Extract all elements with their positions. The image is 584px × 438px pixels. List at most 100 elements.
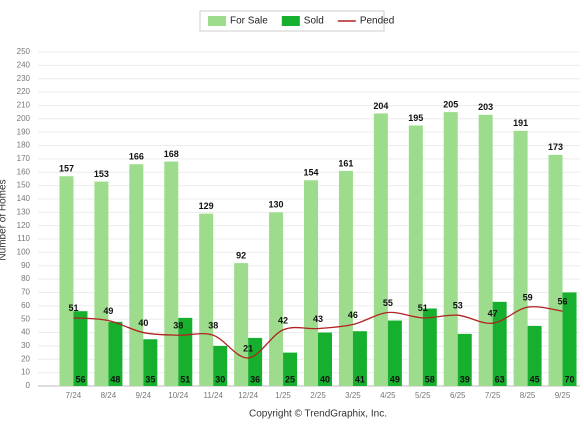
bar bbox=[457, 333, 472, 386]
bar bbox=[387, 320, 402, 386]
value-label: 47 bbox=[488, 309, 498, 319]
bar bbox=[129, 164, 144, 386]
value-label: 55 bbox=[383, 298, 393, 308]
value-label: 56 bbox=[558, 297, 568, 307]
y-tick-label: 210 bbox=[17, 101, 31, 110]
value-label: 39 bbox=[460, 374, 470, 384]
x-tick-label: 11/24 bbox=[203, 391, 223, 400]
bar bbox=[478, 114, 493, 387]
value-label: 42 bbox=[278, 315, 288, 325]
value-label: 38 bbox=[173, 321, 183, 331]
bar bbox=[352, 331, 367, 386]
x-tick-label: 7/24 bbox=[66, 391, 82, 400]
bar bbox=[527, 325, 542, 386]
value-label: 161 bbox=[338, 158, 353, 168]
value-label: 25 bbox=[285, 374, 295, 384]
x-tick-label: 8/24 bbox=[101, 391, 117, 400]
value-label: 204 bbox=[373, 101, 388, 111]
legend-label: Sold bbox=[304, 16, 324, 27]
bar bbox=[199, 213, 214, 386]
value-label: 92 bbox=[236, 250, 246, 260]
value-label: 166 bbox=[129, 152, 144, 162]
bar bbox=[318, 332, 332, 386]
bar bbox=[73, 311, 88, 386]
bar bbox=[304, 180, 318, 386]
value-label: 191 bbox=[513, 118, 528, 128]
y-tick-label: 100 bbox=[17, 248, 31, 257]
value-label: 36 bbox=[250, 374, 260, 384]
bar bbox=[213, 345, 228, 386]
value-label: 49 bbox=[103, 306, 113, 316]
legend-swatch bbox=[281, 16, 300, 26]
y-tick-label: 110 bbox=[17, 234, 30, 243]
y-tick-label: 80 bbox=[21, 274, 30, 283]
value-label: 63 bbox=[495, 374, 505, 384]
y-tick-label: 230 bbox=[17, 74, 31, 83]
value-label: 21 bbox=[243, 343, 253, 353]
y-tick-label: 50 bbox=[21, 314, 30, 323]
bar bbox=[422, 308, 437, 386]
bar bbox=[143, 339, 158, 386]
bar bbox=[234, 263, 249, 386]
value-label: 35 bbox=[145, 374, 155, 384]
value-label: 40 bbox=[320, 374, 330, 384]
y-tick-label: 40 bbox=[21, 328, 30, 337]
value-label: 40 bbox=[138, 318, 148, 328]
y-tick-label: 160 bbox=[17, 167, 31, 176]
y-tick-label: 220 bbox=[17, 87, 31, 96]
value-label: 154 bbox=[303, 168, 318, 178]
x-tick-label: 4/25 bbox=[380, 391, 396, 400]
bar bbox=[248, 337, 263, 386]
legend-label: Pended bbox=[360, 16, 394, 27]
y-tick-label: 250 bbox=[17, 47, 31, 56]
bar bbox=[59, 176, 74, 386]
y-tick-label: 180 bbox=[17, 141, 31, 150]
value-label: 157 bbox=[59, 164, 74, 174]
value-label: 38 bbox=[208, 321, 218, 331]
value-label: 51 bbox=[68, 303, 78, 313]
x-tick-label: 9/24 bbox=[136, 391, 152, 400]
value-label: 70 bbox=[565, 374, 575, 384]
bar bbox=[283, 352, 298, 386]
x-tick-label: 6/25 bbox=[450, 391, 466, 400]
y-tick-label: 240 bbox=[17, 60, 31, 69]
y-tick-label: 90 bbox=[21, 261, 30, 270]
value-label: 46 bbox=[348, 310, 358, 320]
bar bbox=[269, 212, 284, 386]
y-tick-label: 200 bbox=[17, 114, 31, 123]
x-tick-label: 1/25 bbox=[275, 391, 291, 400]
x-tick-label: 7/25 bbox=[485, 391, 501, 400]
x-tick-label: 5/25 bbox=[415, 391, 431, 400]
bar bbox=[443, 112, 458, 387]
x-tick-label: 8/25 bbox=[520, 391, 536, 400]
value-label: 58 bbox=[425, 374, 435, 384]
legend-swatch bbox=[208, 16, 226, 26]
value-label: 51 bbox=[418, 303, 428, 313]
y-tick-label: 70 bbox=[21, 288, 30, 297]
x-tick-label: 10/24 bbox=[168, 391, 189, 400]
y-tick-label: 20 bbox=[21, 354, 30, 363]
value-label: 53 bbox=[453, 301, 463, 311]
y-tick-label: 190 bbox=[17, 127, 31, 136]
y-tick-label: 60 bbox=[21, 301, 30, 310]
footer: Copyright © TrendGraphix, Inc. bbox=[249, 409, 387, 420]
y-tick-label: 0 bbox=[26, 381, 31, 390]
value-label: 205 bbox=[443, 99, 458, 109]
value-label: 173 bbox=[548, 142, 563, 152]
bar bbox=[164, 161, 179, 386]
bar bbox=[338, 170, 353, 386]
legend-label: For Sale bbox=[230, 16, 268, 27]
value-label: 130 bbox=[269, 200, 284, 210]
x-tick-label: 2/25 bbox=[310, 391, 326, 400]
value-label: 195 bbox=[408, 113, 423, 123]
value-label: 168 bbox=[164, 149, 179, 159]
bar bbox=[548, 154, 563, 386]
value-label: 43 bbox=[313, 314, 323, 324]
value-label: 59 bbox=[523, 293, 533, 303]
value-label: 203 bbox=[478, 102, 493, 112]
bar bbox=[513, 130, 528, 386]
value-label: 129 bbox=[199, 201, 214, 211]
y-tick-label: 140 bbox=[17, 194, 31, 203]
y-tick-label: 30 bbox=[21, 341, 30, 350]
